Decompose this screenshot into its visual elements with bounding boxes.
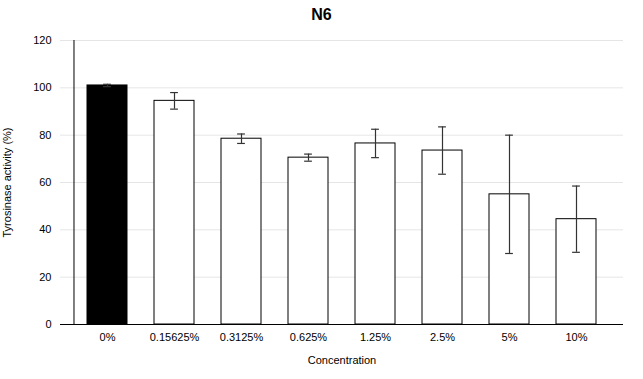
svg-text:20: 20 bbox=[39, 271, 51, 283]
svg-text:Tyrosinase activity (%): Tyrosinase activity (%) bbox=[1, 127, 13, 237]
svg-text:60: 60 bbox=[39, 176, 51, 188]
svg-text:40: 40 bbox=[39, 223, 51, 235]
svg-text:0.3125%: 0.3125% bbox=[220, 331, 264, 343]
svg-text:Concentration: Concentration bbox=[308, 354, 377, 366]
svg-text:10%: 10% bbox=[565, 331, 587, 343]
svg-text:1.25%: 1.25% bbox=[360, 331, 391, 343]
svg-text:100: 100 bbox=[33, 81, 51, 93]
svg-text:0: 0 bbox=[45, 318, 51, 330]
svg-text:0.625%: 0.625% bbox=[290, 331, 328, 343]
svg-text:0%: 0% bbox=[100, 331, 116, 343]
svg-text:80: 80 bbox=[39, 129, 51, 141]
svg-text:5%: 5% bbox=[502, 331, 518, 343]
svg-text:2.5%: 2.5% bbox=[430, 331, 455, 343]
svg-text:120: 120 bbox=[33, 34, 51, 46]
html-text:N6: N6 bbox=[311, 6, 332, 23]
svg-text:0.15625%: 0.15625% bbox=[150, 331, 200, 343]
